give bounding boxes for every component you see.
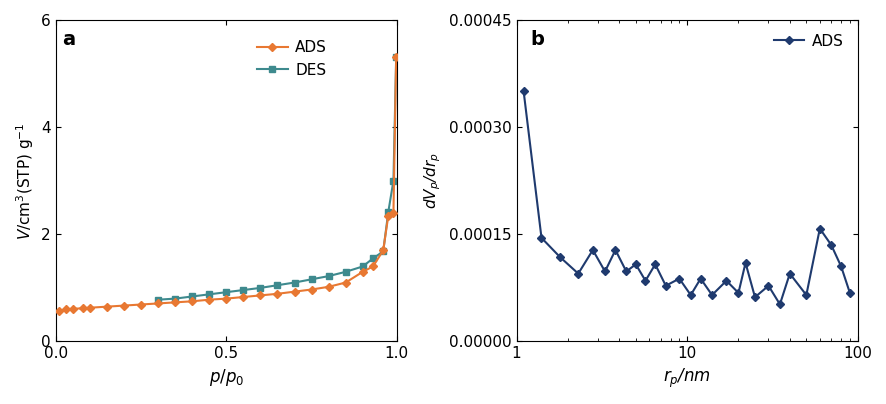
X-axis label: $r_p$/nm: $r_p$/nm — [663, 367, 711, 390]
ADS — [67, 306, 78, 311]
ADS — [255, 293, 266, 298]
ADS — [119, 303, 129, 308]
ADS — [388, 210, 399, 215]
DES — [170, 296, 181, 301]
ADS — [750, 295, 760, 300]
ADS — [152, 301, 163, 306]
Text: b: b — [530, 29, 544, 48]
ADS — [187, 299, 198, 304]
ADS — [272, 291, 283, 296]
Line: ADS: ADS — [521, 88, 852, 307]
ADS — [221, 296, 231, 301]
DES — [255, 286, 266, 290]
ADS — [391, 55, 401, 60]
ADS — [378, 248, 389, 253]
ADS — [323, 284, 334, 289]
DES — [383, 209, 393, 214]
ADS — [555, 255, 565, 260]
ADS — [238, 295, 249, 299]
ADS — [721, 278, 732, 283]
Line: DES: DES — [155, 55, 399, 303]
ADS — [660, 283, 671, 288]
ADS — [801, 292, 812, 297]
ADS — [170, 300, 181, 305]
ADS — [78, 306, 89, 311]
Y-axis label: $V$/cm$^3$(STP) g$^{-1}$: $V$/cm$^3$(STP) g$^{-1}$ — [14, 122, 35, 240]
DES — [204, 292, 214, 297]
ADS — [631, 262, 641, 267]
ADS — [826, 242, 836, 247]
ADS — [610, 248, 621, 252]
DES — [289, 280, 299, 285]
ADS — [573, 271, 584, 276]
DES — [221, 290, 231, 295]
ADS — [784, 271, 795, 276]
DES — [152, 297, 163, 302]
Line: ADS: ADS — [57, 55, 399, 314]
DES — [272, 283, 283, 288]
ADS — [357, 269, 368, 274]
ADS — [733, 290, 743, 295]
ADS — [740, 261, 750, 265]
ADS — [686, 292, 696, 297]
ADS — [641, 278, 651, 283]
DES — [388, 178, 399, 183]
ADS — [621, 269, 632, 274]
ADS — [814, 226, 825, 231]
DES — [187, 294, 198, 299]
ADS — [844, 290, 855, 295]
ADS — [54, 309, 65, 314]
X-axis label: $p/p_0$: $p/p_0$ — [208, 367, 244, 388]
DES — [238, 288, 249, 292]
Y-axis label: d$V_p$/d$r_p$: d$V_p$/d$r_p$ — [423, 152, 443, 209]
ADS — [136, 302, 146, 307]
DES — [378, 249, 389, 254]
ADS — [763, 283, 773, 288]
DES — [323, 274, 334, 278]
ADS — [307, 287, 317, 292]
ADS — [536, 236, 547, 240]
ADS — [696, 276, 706, 281]
ADS — [774, 302, 785, 307]
ADS — [707, 292, 718, 297]
ADS — [674, 276, 685, 281]
DES — [307, 277, 317, 282]
ADS — [102, 304, 113, 309]
DES — [391, 55, 401, 60]
ADS — [204, 297, 214, 302]
DES — [357, 264, 368, 269]
ADS — [600, 269, 610, 274]
DES — [368, 256, 378, 261]
DES — [340, 269, 351, 274]
ADS — [60, 307, 71, 312]
ADS — [518, 89, 529, 94]
ADS — [650, 262, 661, 267]
Legend: ADS: ADS — [768, 27, 850, 55]
ADS — [289, 289, 299, 294]
ADS — [587, 248, 598, 252]
ADS — [383, 213, 393, 218]
ADS — [84, 305, 95, 310]
Text: a: a — [63, 29, 75, 48]
ADS — [340, 280, 351, 285]
ADS — [368, 264, 378, 269]
ADS — [835, 264, 846, 269]
Legend: ADS, DES: ADS, DES — [251, 34, 333, 84]
